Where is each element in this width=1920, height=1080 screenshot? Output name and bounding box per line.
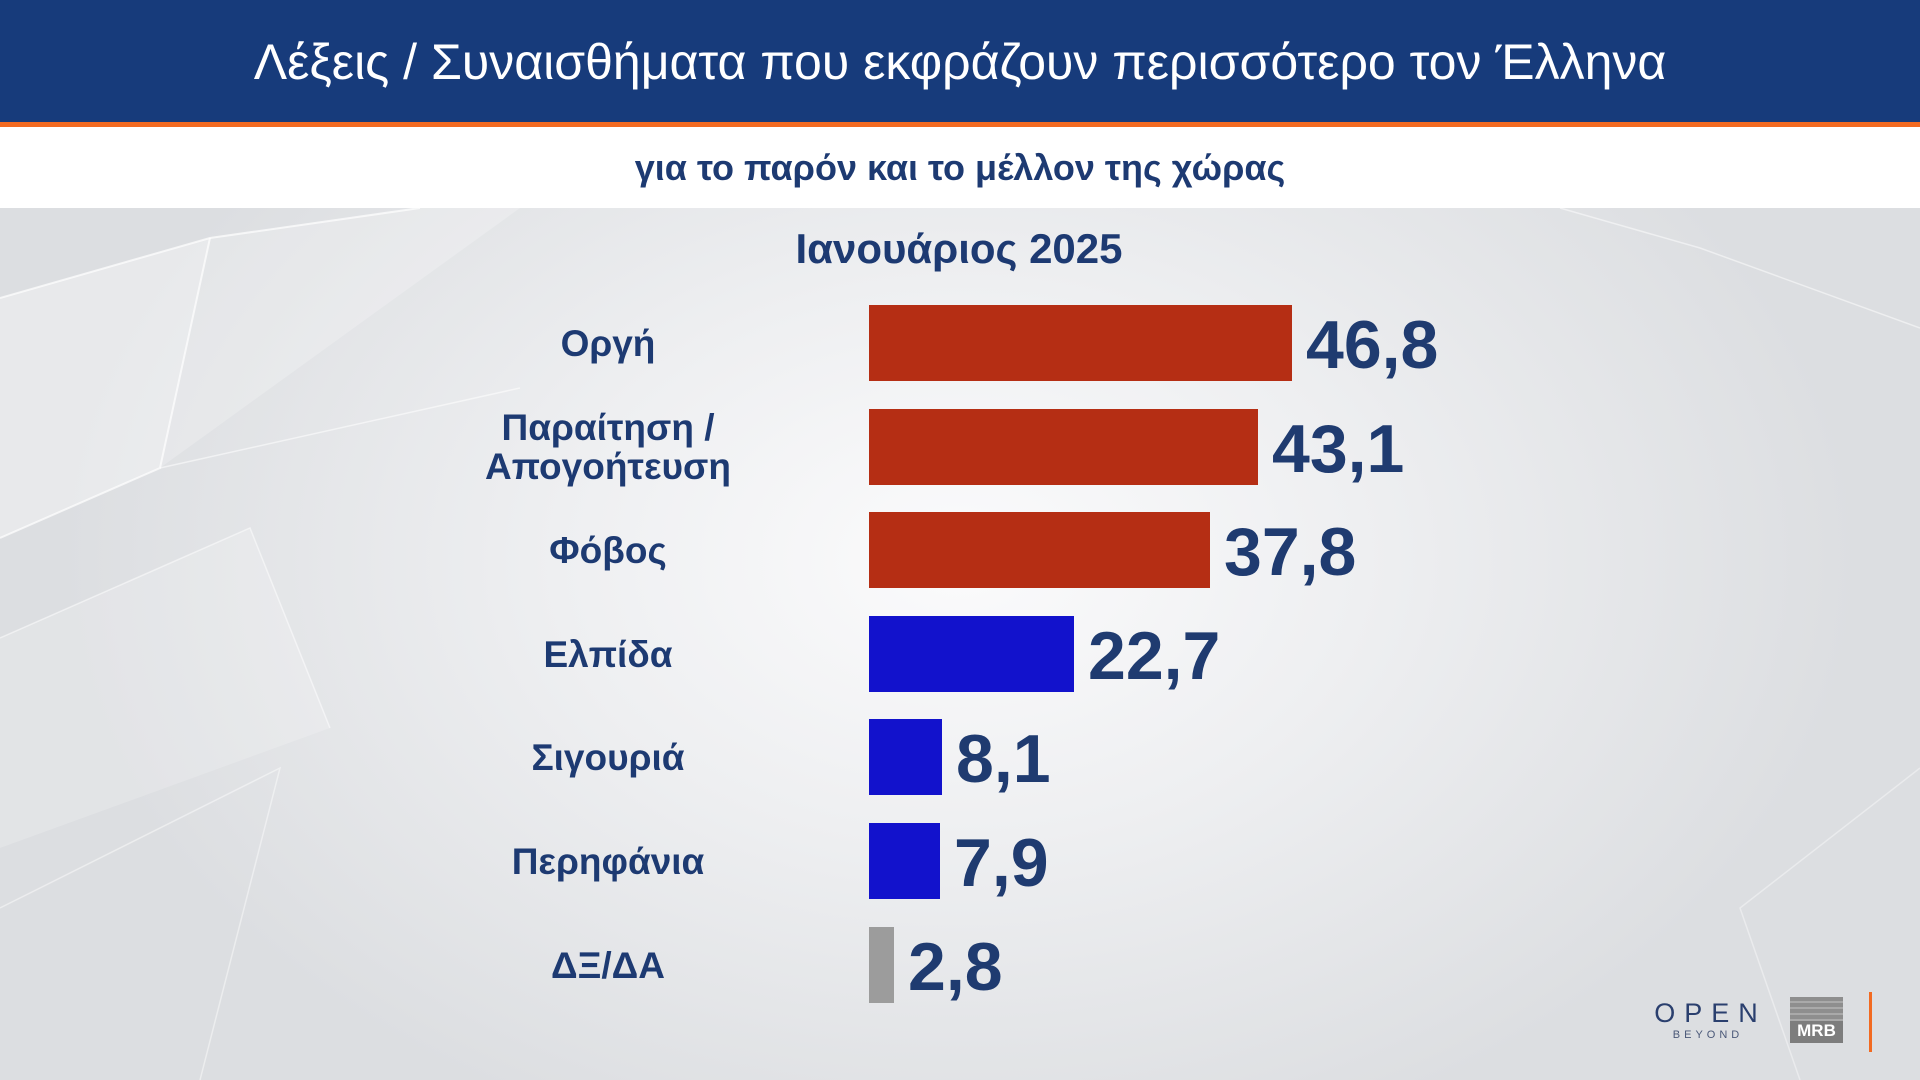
header-accent-rule	[0, 122, 1920, 127]
value-label: 43,1	[1272, 411, 1405, 487]
open-logo-word: OPEN	[1654, 998, 1767, 1028]
value-label: 22,7	[1088, 618, 1221, 694]
open-logo: OPEN BEYOND	[1650, 998, 1762, 1042]
category-label-text: Παραίτηση / Απογοήτευση	[485, 407, 731, 487]
category-label: Παραίτηση / Απογοήτευση	[418, 407, 798, 487]
logo-divider	[1869, 992, 1872, 1052]
background-decoration	[0, 208, 1920, 1080]
value-label: 8,1	[956, 721, 1051, 797]
value-label: 2,8	[908, 929, 1003, 1005]
category-label-text: Οργή	[560, 322, 656, 364]
mrb-logo-text: MRB	[1797, 1021, 1836, 1040]
category-label: Οργή	[418, 305, 798, 381]
category-label: ΔΞ/ΔΑ	[418, 927, 798, 1003]
category-label-text: ΔΞ/ΔΑ	[551, 944, 665, 986]
bar	[869, 512, 1210, 588]
header-band	[0, 0, 1920, 122]
chart-title: Ιανουάριος 2025	[795, 225, 1123, 272]
bar	[869, 719, 942, 795]
value-label: 7,9	[954, 825, 1049, 901]
bar	[869, 823, 940, 899]
page-title: Λέξεις / Συναισθήματα που εκφράζουν περι…	[253, 34, 1667, 90]
subtitle-band: για το παρόν και το μέλλον της χώρας	[0, 127, 1920, 208]
page-subtitle: για το παρόν και το μέλλον της χώρας	[634, 146, 1286, 188]
bar	[869, 616, 1074, 692]
category-label: Ελπίδα	[418, 616, 798, 692]
open-logo-tagline: BEYOND	[1672, 1029, 1744, 1041]
mrb-logo: MRB	[1790, 997, 1843, 1043]
bar	[869, 305, 1292, 381]
bar	[869, 409, 1258, 485]
category-label: Σιγουριά	[418, 719, 798, 795]
category-label: Φόβος	[418, 512, 798, 588]
value-label: 46,8	[1306, 307, 1439, 383]
bar	[869, 927, 894, 1003]
category-label-text: Σιγουριά	[531, 736, 685, 778]
category-label: Περηφάνια	[418, 823, 798, 899]
category-label-text: Ελπίδα	[543, 633, 673, 675]
category-label-text: Περηφάνια	[511, 840, 705, 882]
category-label-text: Φόβος	[549, 529, 667, 571]
value-label: 37,8	[1224, 514, 1357, 590]
